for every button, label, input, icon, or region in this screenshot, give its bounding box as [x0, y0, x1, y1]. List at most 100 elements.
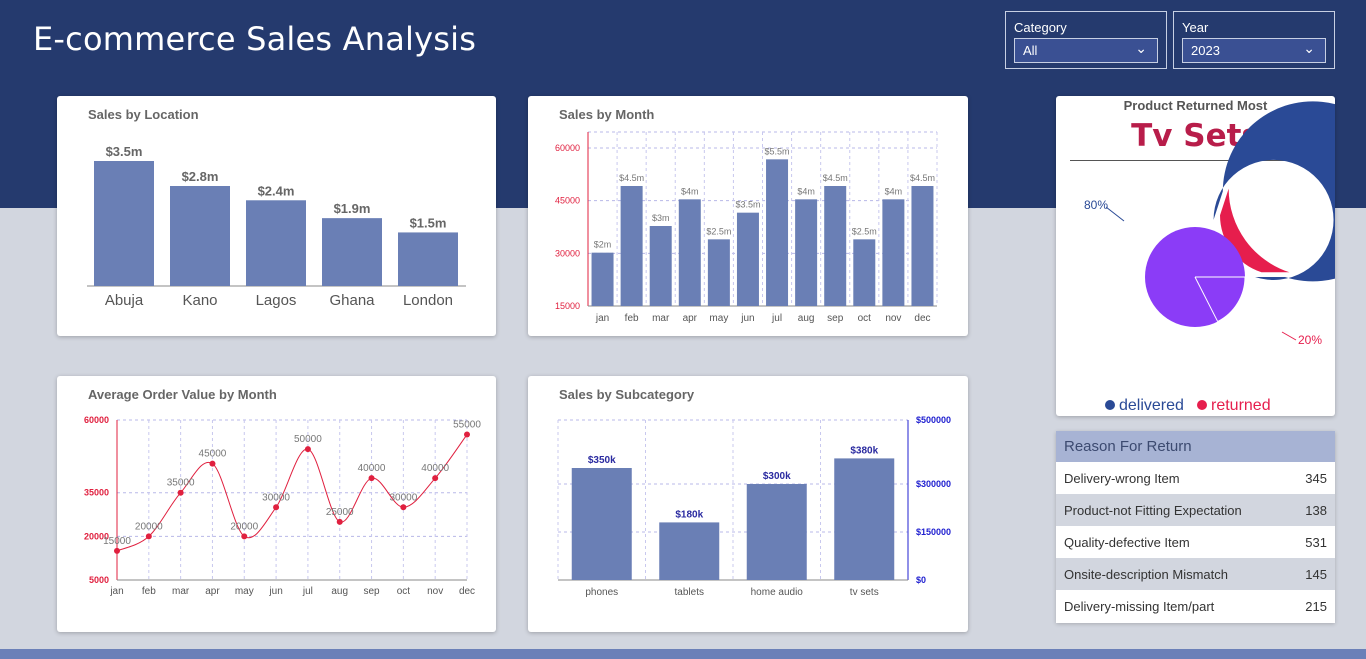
- page-title: E-commerce Sales Analysis: [33, 20, 477, 58]
- tick-label: jul: [771, 313, 782, 324]
- y-tick-label: $0: [916, 575, 926, 585]
- inner-pie-divider: [1195, 276, 1246, 322]
- bar: [746, 484, 807, 580]
- table-row: Quality-defective Item 531: [1056, 526, 1335, 558]
- reason-table-header: Reason For Return: [1056, 431, 1335, 462]
- data-label: $4.5m: [910, 173, 935, 183]
- aov-by-month-chart: 5000 20000 35000 60000 15000 jan 20000 feb 35000…: [84, 415, 481, 597]
- tick-label: Kano: [182, 292, 217, 309]
- year-select[interactable]: 2023 ⌄: [1182, 38, 1326, 63]
- tick-label: may: [709, 313, 728, 324]
- bar: [246, 200, 306, 286]
- data-label: $3m: [652, 213, 670, 223]
- tick-label: jan: [109, 586, 123, 597]
- bar: [911, 186, 934, 306]
- table-row: Delivery-wrong Item 345: [1056, 462, 1335, 494]
- tick-label: Abuja: [105, 292, 144, 309]
- footer-band: [0, 649, 1366, 659]
- bar: [766, 159, 789, 306]
- legend-label: delivered: [1119, 397, 1184, 414]
- tick-label: dec: [459, 586, 475, 597]
- tick-label: jan: [595, 313, 609, 324]
- slice-label: 20%: [1298, 333, 1322, 347]
- data-point: [304, 446, 311, 453]
- tick-label: nov: [427, 586, 443, 597]
- chart-title: Sales by Location: [88, 107, 199, 122]
- y-tick-label: $300000: [916, 479, 951, 489]
- tick-label: mar: [652, 313, 670, 324]
- bar: [678, 199, 701, 306]
- y-tick-label: $150000: [916, 527, 951, 537]
- tick-label: home audio: [751, 587, 804, 598]
- bar: [94, 161, 154, 286]
- tick-label: tablets: [675, 587, 704, 598]
- reason-label: Quality-defective Item: [1064, 534, 1190, 550]
- data-label: $5.5m: [765, 146, 790, 156]
- chevron-down-icon[interactable]: ⌄: [1303, 40, 1315, 56]
- y-tick-label: $500000: [916, 415, 951, 425]
- bar: [824, 186, 847, 306]
- reason-count: 345: [1305, 470, 1327, 486]
- product-returned-card: Product Returned Most Tv Sets 80% 20% deli…: [1056, 96, 1335, 416]
- data-label: $1.5m: [410, 215, 447, 230]
- tick-label: jul: [302, 586, 313, 597]
- bar: [649, 226, 672, 306]
- data-label: $300k: [763, 471, 791, 482]
- reason-label: Product-not Fitting Expectation: [1064, 502, 1242, 518]
- tick-label: tv sets: [850, 587, 879, 598]
- data-label: $2m: [594, 240, 612, 250]
- year-select-value: 2023: [1191, 43, 1220, 58]
- reason-label: Delivery-missing Item/part: [1064, 598, 1215, 614]
- data-point: [241, 533, 248, 540]
- data-label: 40000: [358, 463, 386, 474]
- returned-donut-chart: 80% 20% delivered returned: [1084, 101, 1335, 414]
- reason-count: 138: [1305, 502, 1327, 518]
- data-label: $2.4m: [258, 183, 295, 198]
- returned-title: Product Returned Most: [1123, 98, 1268, 113]
- tick-label: oct: [858, 313, 872, 324]
- data-point: [145, 533, 152, 540]
- data-point: [209, 460, 216, 467]
- reason-label: Delivery-wrong Item: [1064, 470, 1180, 486]
- data-label: 30000: [262, 492, 290, 503]
- sales-by-month-chart: 15000 30000 45000 60000 $2m jan $4.5m feb $3m mar…: [555, 131, 938, 324]
- sales-by-location-chart: $3.5m Abuja $2.8m Kano $2.4m Lagos $1.9m Ghana $…: [87, 144, 466, 309]
- year-filter-label: Year: [1182, 20, 1209, 35]
- year-filter[interactable]: Year 2023 ⌄: [1173, 11, 1335, 69]
- tick-label: phones: [585, 587, 618, 598]
- tick-label: aug: [331, 586, 348, 597]
- legend-marker: [1105, 400, 1115, 410]
- category-select-value: All: [1023, 43, 1038, 58]
- data-label: $2.8m: [182, 169, 219, 184]
- data-label: $4.5m: [619, 173, 644, 183]
- bar: [571, 468, 632, 580]
- y-tick-label: 35000: [84, 488, 109, 498]
- y-tick-label: 60000: [84, 415, 109, 425]
- chart-title: Average Order Value by Month: [88, 387, 277, 402]
- category-select[interactable]: All ⌄: [1014, 38, 1158, 63]
- data-label: 30000: [389, 492, 417, 503]
- bar: [853, 239, 876, 306]
- slice-label: 80%: [1084, 198, 1108, 212]
- chevron-down-icon[interactable]: ⌄: [1135, 40, 1147, 56]
- data-label: 40000: [421, 463, 449, 474]
- bar: [659, 522, 720, 580]
- tick-label: London: [403, 292, 453, 309]
- data-point: [400, 504, 407, 511]
- data-label: 25000: [326, 507, 354, 518]
- reason-label: Onsite-description Mismatch: [1064, 566, 1228, 582]
- bar: [620, 186, 643, 306]
- category-filter[interactable]: Category All ⌄: [1005, 11, 1167, 69]
- data-label: $2.5m: [852, 226, 877, 236]
- label-leader: [1281, 331, 1297, 341]
- tick-label: sep: [363, 586, 380, 597]
- tick-label: oct: [397, 586, 411, 597]
- legend-marker: [1197, 400, 1207, 410]
- data-label: $180k: [675, 509, 703, 520]
- y-tick-label: 20000: [84, 531, 109, 541]
- data-label: 20000: [135, 521, 163, 532]
- tick-label: jun: [740, 313, 754, 324]
- table-row: Delivery-missing Item/part 215: [1056, 590, 1335, 622]
- tick-label: sep: [827, 313, 844, 324]
- bar: [795, 199, 818, 306]
